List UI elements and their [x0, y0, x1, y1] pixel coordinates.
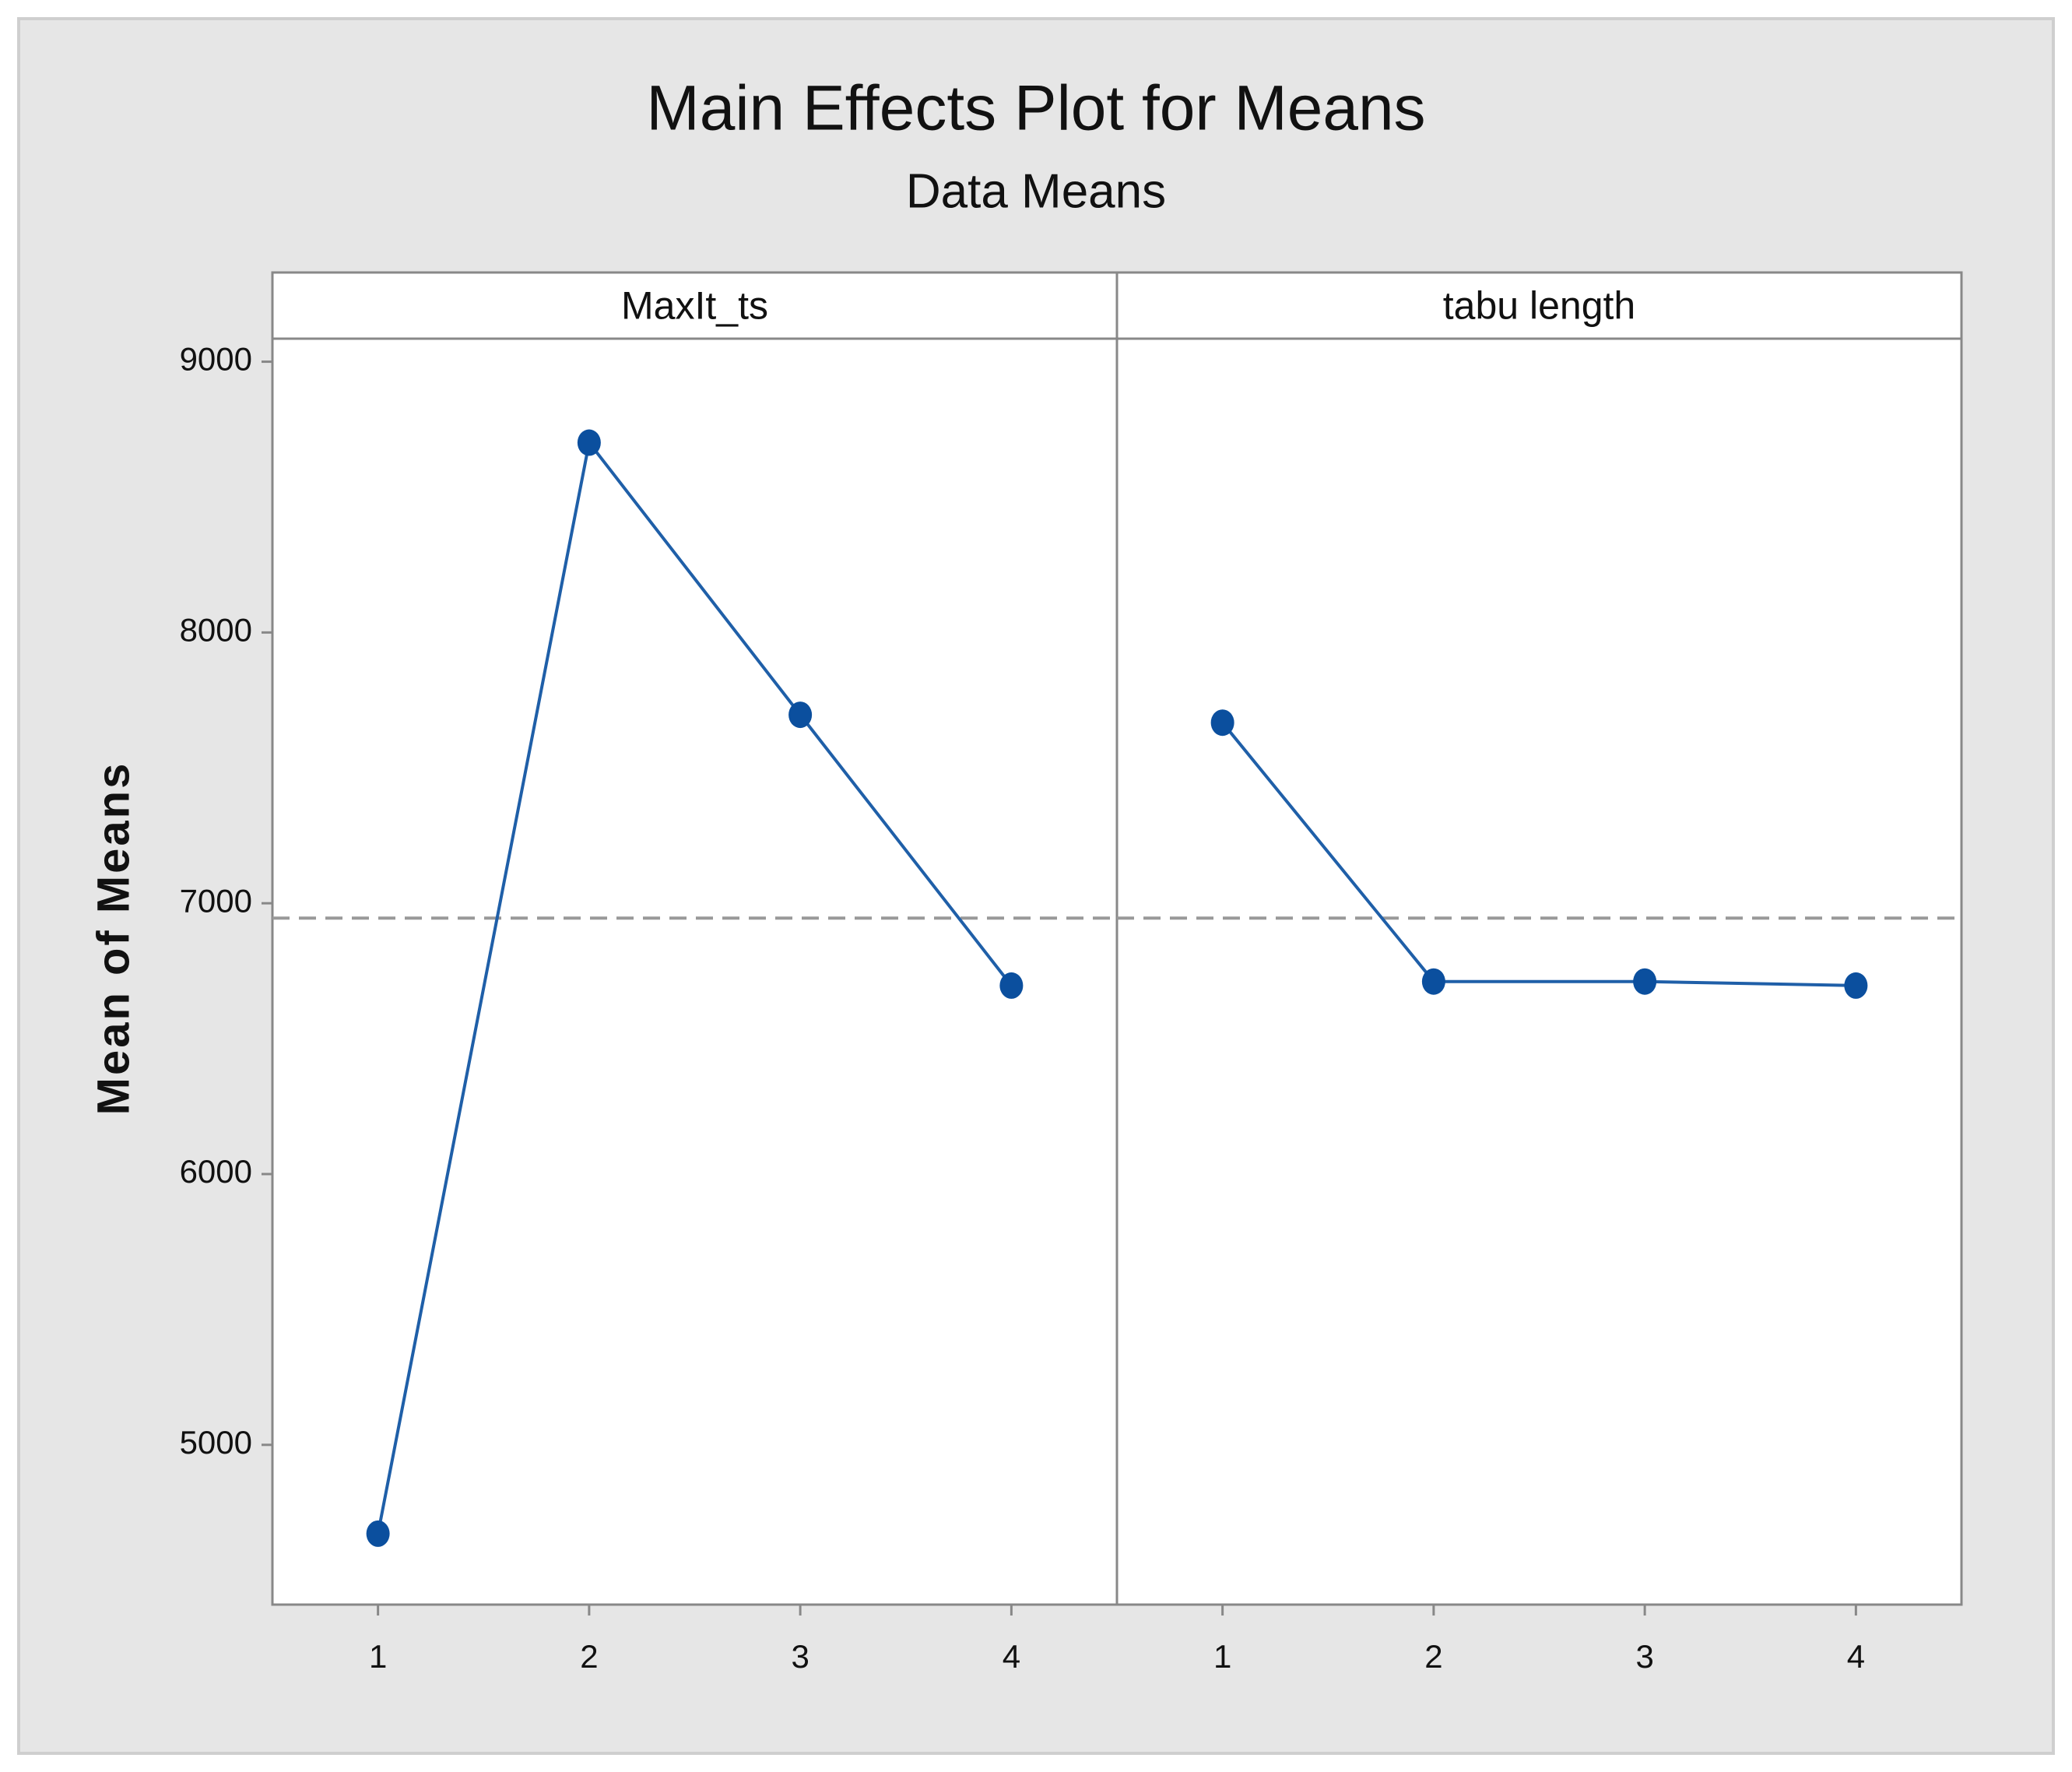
- x-tick-label: 4: [1847, 1638, 1865, 1675]
- x-tick-label: 1: [1213, 1638, 1231, 1675]
- x-tick-label: 2: [580, 1638, 598, 1675]
- marker: [788, 701, 813, 729]
- chart-title: Main Effects Plot for Means: [646, 73, 1425, 144]
- y-tick-label: 7000: [180, 882, 252, 919]
- x-tick-label: 3: [1635, 1638, 1653, 1675]
- y-tick-label: 6000: [180, 1153, 252, 1190]
- series-line: [376, 438, 1013, 1535]
- marker: [1210, 709, 1234, 737]
- marker: [577, 429, 601, 456]
- y-tick-label: 8000: [180, 611, 252, 648]
- marker: [1633, 968, 1657, 995]
- x-tick-label: 4: [1003, 1638, 1020, 1675]
- marker: [1421, 968, 1445, 995]
- marker: [999, 972, 1024, 999]
- panel-label: tabu length: [1443, 284, 1635, 328]
- y-tick-label: 9000: [180, 341, 252, 378]
- series-line: [1221, 721, 1856, 987]
- y-tick-label: 5000: [180, 1424, 252, 1461]
- marker: [366, 1520, 390, 1547]
- x-tick-label: 2: [1424, 1638, 1442, 1675]
- y-axis-label: Mean of Means: [88, 761, 139, 1116]
- chart-subtitle: Data Means: [906, 164, 1166, 218]
- x-tick-label: 1: [369, 1638, 387, 1675]
- panel-label: MaxIt_ts: [621, 284, 768, 328]
- marker: [1844, 972, 1868, 999]
- x-tick-label: 3: [791, 1638, 809, 1675]
